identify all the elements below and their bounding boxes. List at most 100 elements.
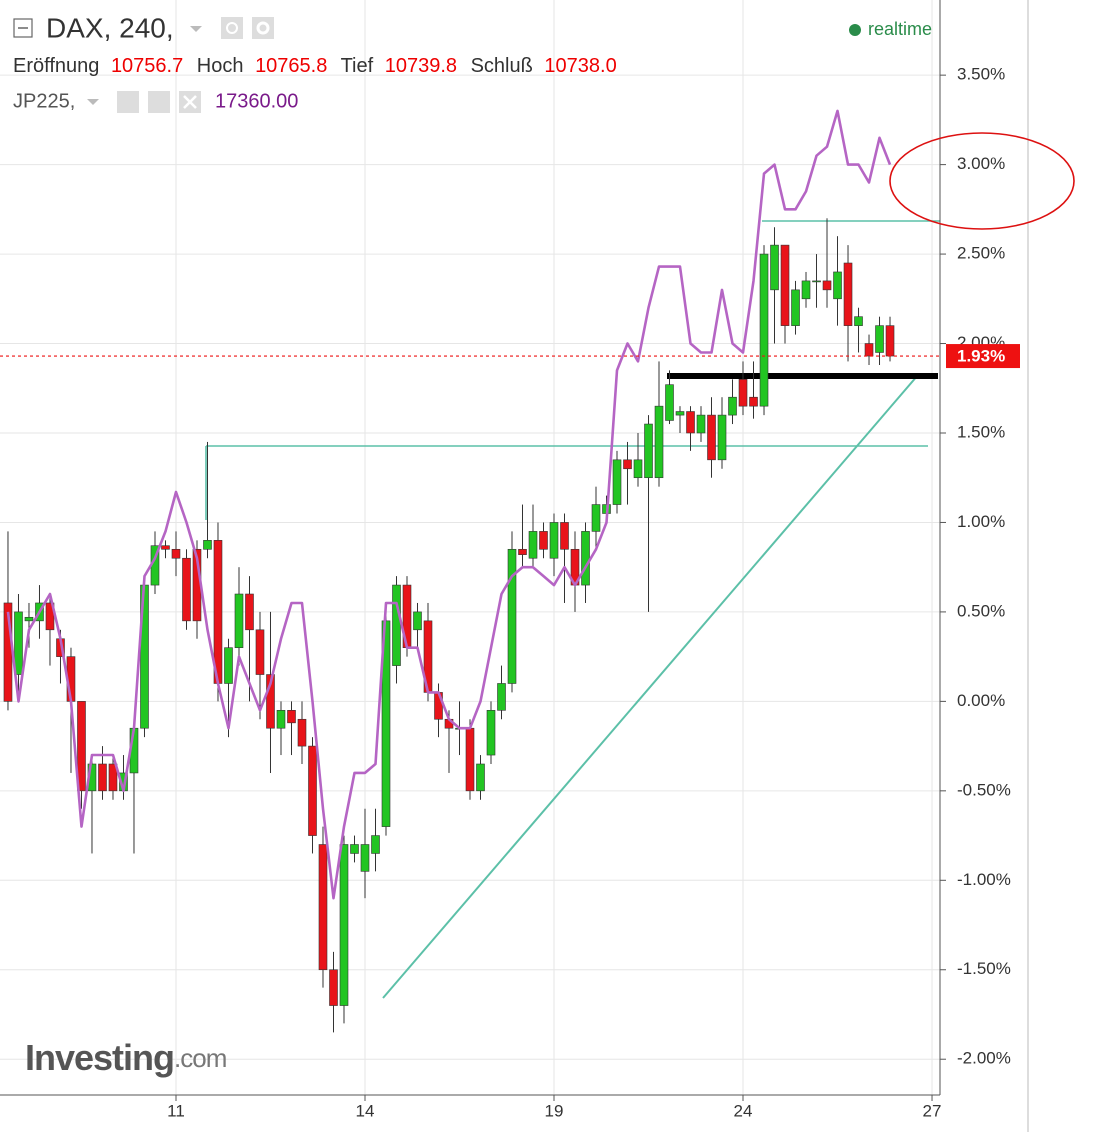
settings-icon-gear <box>256 21 270 35</box>
x-tick-label: 14 <box>356 1101 375 1120</box>
candle-body <box>276 710 286 729</box>
dropdown-icon[interactable] <box>190 26 202 32</box>
y-tick-label: 1.00% <box>957 512 1005 531</box>
candle-body <box>287 710 296 724</box>
candle-body <box>413 611 422 631</box>
remove-icon-x <box>183 95 197 109</box>
candle-body <box>717 414 727 461</box>
candle-body <box>297 718 307 747</box>
y-tick-label: -1.50% <box>957 959 1011 978</box>
candle-body <box>854 316 863 326</box>
candle-body <box>308 745 317 836</box>
candle-body <box>161 545 170 550</box>
x-tick-label: 27 <box>923 1101 942 1120</box>
candle-body <box>686 411 695 434</box>
compare-name: JP225, <box>13 90 75 112</box>
y-tick-label: 3.50% <box>957 65 1005 84</box>
y-tick-label: -2.00% <box>957 1049 1011 1068</box>
candle-body <box>581 531 590 586</box>
candle-body <box>245 593 254 631</box>
candle-body <box>549 522 559 559</box>
y-tick-label: -0.50% <box>957 780 1011 799</box>
ohlc-row: Eröffnung 10756.7 Hoch 10765.8 Tief 1073… <box>13 55 617 77</box>
candle-body <box>822 280 832 291</box>
candle-body <box>675 411 685 416</box>
settings-icon[interactable] <box>252 17 274 39</box>
candle-body <box>749 396 758 407</box>
candle-body <box>539 531 548 550</box>
x-tick-label: 11 <box>167 1101 185 1120</box>
highlight-ellipse <box>889 132 1075 230</box>
plot <box>3 109 895 1033</box>
candle-body <box>696 414 706 434</box>
candle-body <box>812 280 821 283</box>
grid <box>0 0 940 1095</box>
candle-body <box>392 584 401 666</box>
candle-body <box>528 531 538 559</box>
last-price-box <box>946 344 1020 369</box>
candle-body <box>791 289 800 326</box>
ohlc-value: 10739.8 <box>385 55 457 77</box>
candle-body <box>255 629 265 675</box>
candle-body <box>843 262 853 326</box>
candle-body <box>171 548 181 559</box>
candle-body <box>339 844 349 1006</box>
ohlc-label: Schluß <box>471 55 533 77</box>
candle-body <box>612 459 622 505</box>
candle-body <box>707 414 716 461</box>
candle-body <box>801 280 811 300</box>
watermark-brand: Investing <box>25 1037 174 1078</box>
candle-body <box>885 325 895 357</box>
candle-body <box>518 548 527 555</box>
ohlc-value: 10756.7 <box>111 55 183 77</box>
candle-body <box>350 844 359 854</box>
candle-body <box>644 423 653 479</box>
y-tick-label: 0.00% <box>957 691 1005 710</box>
candle-body <box>224 647 233 684</box>
candle-body <box>318 844 328 971</box>
candle-body <box>266 674 275 729</box>
legend-header: DAX, 240, realtime Eröffnung 10756.7 Hoc… <box>13 12 932 113</box>
candle-body <box>371 835 380 854</box>
candle-body <box>497 683 506 711</box>
visibility-icon[interactable] <box>117 91 139 113</box>
ohlc-value: 10738.0 <box>544 55 616 77</box>
symbol-title: DAX, 240, <box>46 12 174 43</box>
candle-body <box>759 253 769 407</box>
candle-body <box>623 459 632 470</box>
watermark-suffix: .com <box>174 1043 226 1073</box>
compare-value: 17360.00 <box>215 90 298 112</box>
y-tick-label: 3.00% <box>957 154 1005 173</box>
candle-body <box>182 557 191 622</box>
y-tick-label: 0.50% <box>957 601 1005 620</box>
y-tick-label: 1.50% <box>957 422 1005 441</box>
candle-body <box>476 763 485 792</box>
candle-body <box>507 548 517 684</box>
y-tick-label: 2.50% <box>957 244 1005 263</box>
y-tick-label: -1.00% <box>957 870 1011 889</box>
candle-body <box>108 763 118 792</box>
candle-body <box>633 459 643 479</box>
candle-body <box>875 325 884 353</box>
trend-line <box>382 374 919 999</box>
settings-icon[interactable] <box>148 91 170 113</box>
realtime-dot <box>849 24 861 36</box>
ohlc-label: Hoch <box>197 55 244 77</box>
ohlc-value: 10765.8 <box>255 55 327 77</box>
candle-body <box>591 504 601 532</box>
candle-body <box>738 379 748 407</box>
candle-body <box>77 701 86 792</box>
candle-body <box>654 405 664 479</box>
realtime-label: realtime <box>868 19 932 39</box>
x-tick-label: 24 <box>734 1101 753 1120</box>
visibility-icon[interactable] <box>221 17 243 39</box>
dropdown-icon[interactable] <box>87 99 99 105</box>
candle-body <box>203 540 212 550</box>
candle-body <box>486 710 496 756</box>
ohlc-label: Tief <box>341 55 374 77</box>
candle-body <box>665 384 674 421</box>
candle-body <box>329 969 338 1006</box>
last-price-label: 1.93% <box>957 347 1005 366</box>
